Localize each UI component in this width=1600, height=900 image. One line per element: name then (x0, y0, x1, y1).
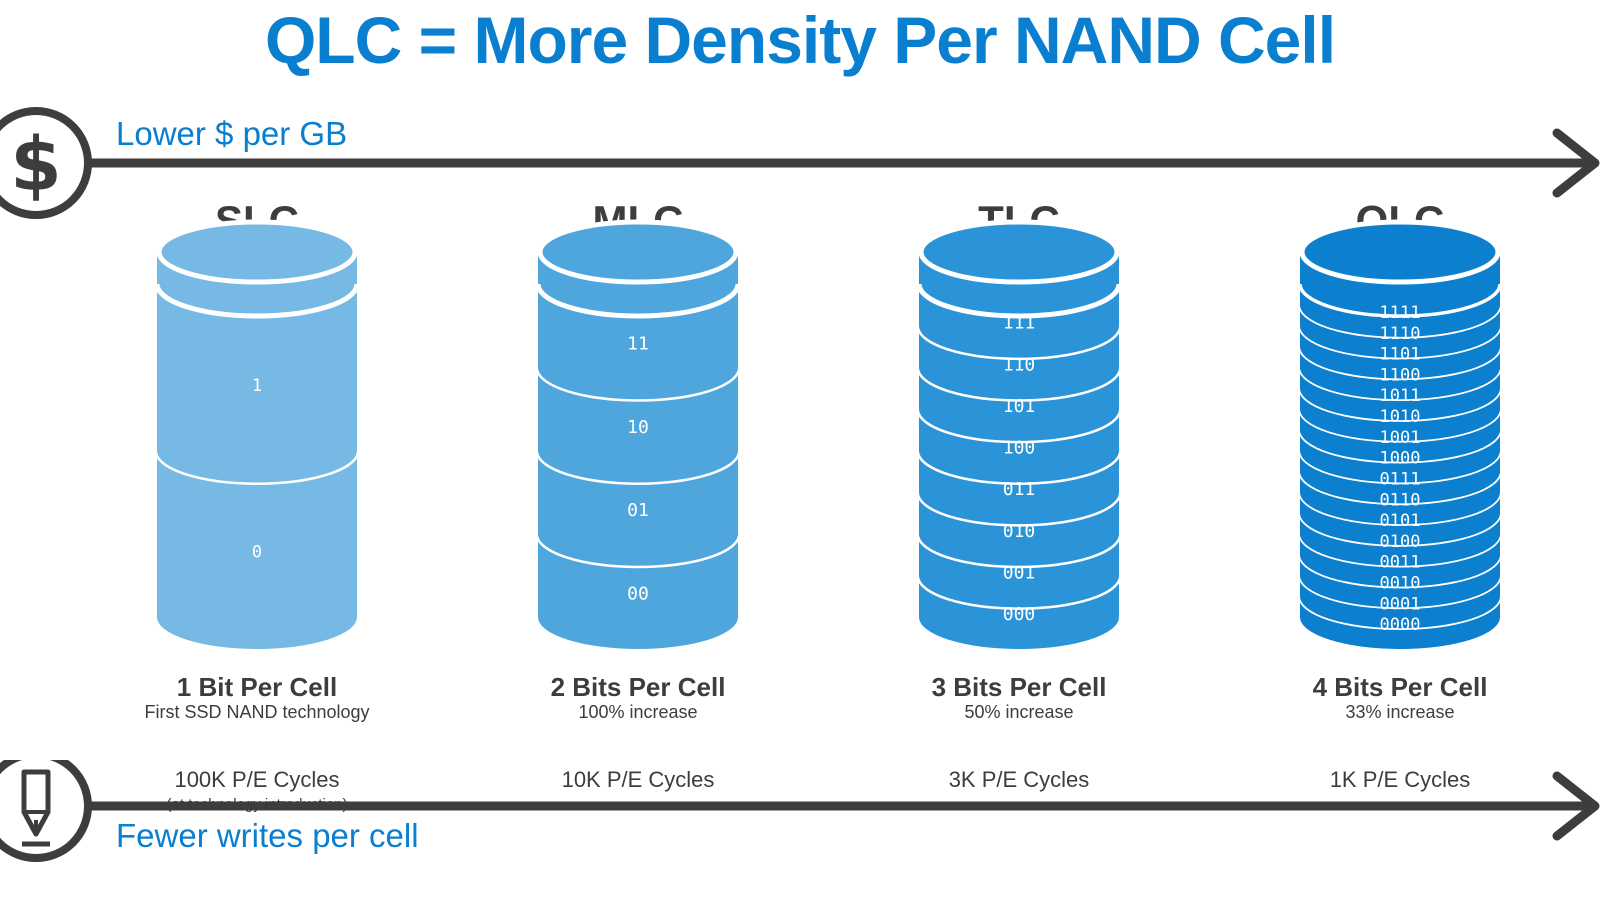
qlc-title: QLC (1355, 197, 1445, 244)
tlc-cylinder: 111 110 101 100 011 010 001 000 (916, 219, 1122, 649)
cell-state-label: 1101 (1380, 345, 1421, 365)
slc-pe-cycles: 100K P/E Cycles (174, 767, 340, 792)
cell-state-label: 0 (252, 542, 262, 562)
cell-state-label: 101 (1003, 396, 1036, 417)
cell-state-label: 1110 (1380, 324, 1421, 344)
cell-state-disc (1298, 304, 1502, 358)
mlc-title: MLC (592, 197, 684, 244)
cell-state-label: 100 (1003, 438, 1036, 459)
pen-icon (0, 760, 92, 862)
mlc-cylinder: 11 10 01 00 (535, 219, 741, 649)
tlc-bits-label: 3 Bits Per Cell (931, 672, 1107, 702)
cell-state-label: 001 (1003, 563, 1036, 584)
cell-state-label: 1011 (1380, 386, 1421, 406)
cell-state-disc (1298, 471, 1502, 525)
bottom-arrow-head (1552, 771, 1600, 841)
cell-state-disc (916, 575, 1122, 649)
cell-state-disc (916, 283, 1122, 358)
cell-state-label: 01 (627, 500, 649, 521)
cell-state-label: 11 (627, 334, 649, 355)
cell-state-disc (1298, 554, 1502, 608)
tlc-pe-cycles: 3K P/E Cycles (948, 767, 1090, 792)
cell-state-disc (1298, 325, 1502, 379)
mlc-pe-cycles: 10K P/E Cycles (561, 767, 715, 792)
top-axis-label: Lower $ per GB (116, 115, 348, 152)
cell-state-disc (535, 450, 741, 566)
page-title: QLC = More Density Per NAND Cell (264, 3, 1336, 77)
cell-state-label: 0011 (1380, 553, 1421, 573)
cell-state-label: 0111 (1380, 470, 1421, 490)
cell-state-disc (535, 283, 741, 400)
cell-state-label: 011 (1003, 479, 1036, 500)
cell-state-disc (916, 533, 1122, 608)
cell-state-disc (1298, 346, 1502, 400)
cell-state-label: 111 (1003, 313, 1036, 334)
cell-state-label: 0010 (1380, 574, 1421, 594)
cell-state-disc (1298, 429, 1502, 483)
cell-state-disc (1298, 283, 1502, 337)
qlc-cylinder: 1111111011011100101110101001100001110110… (1298, 219, 1502, 649)
slc-title: SLC (215, 197, 299, 244)
slc-cylinder: 10 (154, 219, 360, 649)
cell-state-disc (916, 408, 1122, 483)
cell-state-disc (1298, 367, 1502, 421)
cell-state-label: 1000 (1380, 449, 1421, 469)
cell-state-label: 1 (252, 376, 262, 396)
qlc-bits-label: 4 Bits Per Cell (1312, 672, 1488, 702)
cell-state-label: 110 (1003, 354, 1036, 375)
cell-state-label: 010 (1003, 521, 1036, 542)
cell-state-disc (916, 491, 1122, 566)
cell-state-disc (1298, 512, 1502, 566)
cell-state-disc (1298, 596, 1502, 649)
cell-state-disc (916, 325, 1122, 400)
cell-state-label: 1010 (1380, 407, 1421, 427)
cell-state-disc (916, 450, 1122, 525)
cell-state-disc (535, 367, 741, 483)
qlc-subtitle: 33% increase (1345, 702, 1455, 722)
cell-state-disc (1298, 387, 1502, 441)
tlc-title: TLC (978, 197, 1060, 244)
cell-state-disc (154, 283, 360, 483)
cell-state-label: 0000 (1380, 615, 1421, 635)
cell-state-label: 10 (627, 417, 649, 438)
bottom-axis (0, 760, 1600, 862)
cell-state-label: 1001 (1380, 428, 1421, 448)
cell-state-disc (1298, 450, 1502, 504)
cell-state-label: 00 (627, 583, 649, 604)
cell-state-label: 1100 (1380, 365, 1421, 385)
dollar-icon: $ (0, 107, 92, 219)
cell-state-label: 0101 (1380, 511, 1421, 531)
top-arrow-head (1552, 128, 1600, 198)
cell-state-label: 1111 (1380, 303, 1421, 323)
cell-state-disc (1298, 575, 1502, 629)
slc-bits-label: 1 Bit Per Cell (176, 672, 338, 702)
qlc-pe-cycles: 1K P/E Cycles (1329, 767, 1471, 792)
cell-state-disc (154, 450, 360, 649)
cell-state-label: 0001 (1380, 594, 1421, 614)
cell-state-disc (535, 533, 741, 649)
slc-cycles-note: (at technology introduction) (166, 796, 348, 813)
cell-state-disc (1298, 491, 1502, 545)
cell-state-disc (1298, 408, 1502, 462)
slc-subtitle: First SSD NAND technology (144, 702, 370, 722)
svg-text:$: $ (10, 122, 62, 208)
cell-state-label: 0100 (1380, 532, 1421, 552)
cell-state-disc (916, 367, 1122, 441)
bottom-axis-label: Fewer writes per cell (116, 817, 419, 854)
mlc-subtitle: 100% increase (578, 702, 698, 722)
cell-state-label: 0110 (1380, 490, 1421, 510)
top-axis: $ (0, 107, 1600, 219)
cell-state-label: 000 (1003, 604, 1036, 625)
cell-state-disc (1298, 533, 1502, 587)
mlc-bits-label: 2 Bits Per Cell (550, 672, 726, 702)
tlc-subtitle: 50% increase (964, 702, 1074, 722)
